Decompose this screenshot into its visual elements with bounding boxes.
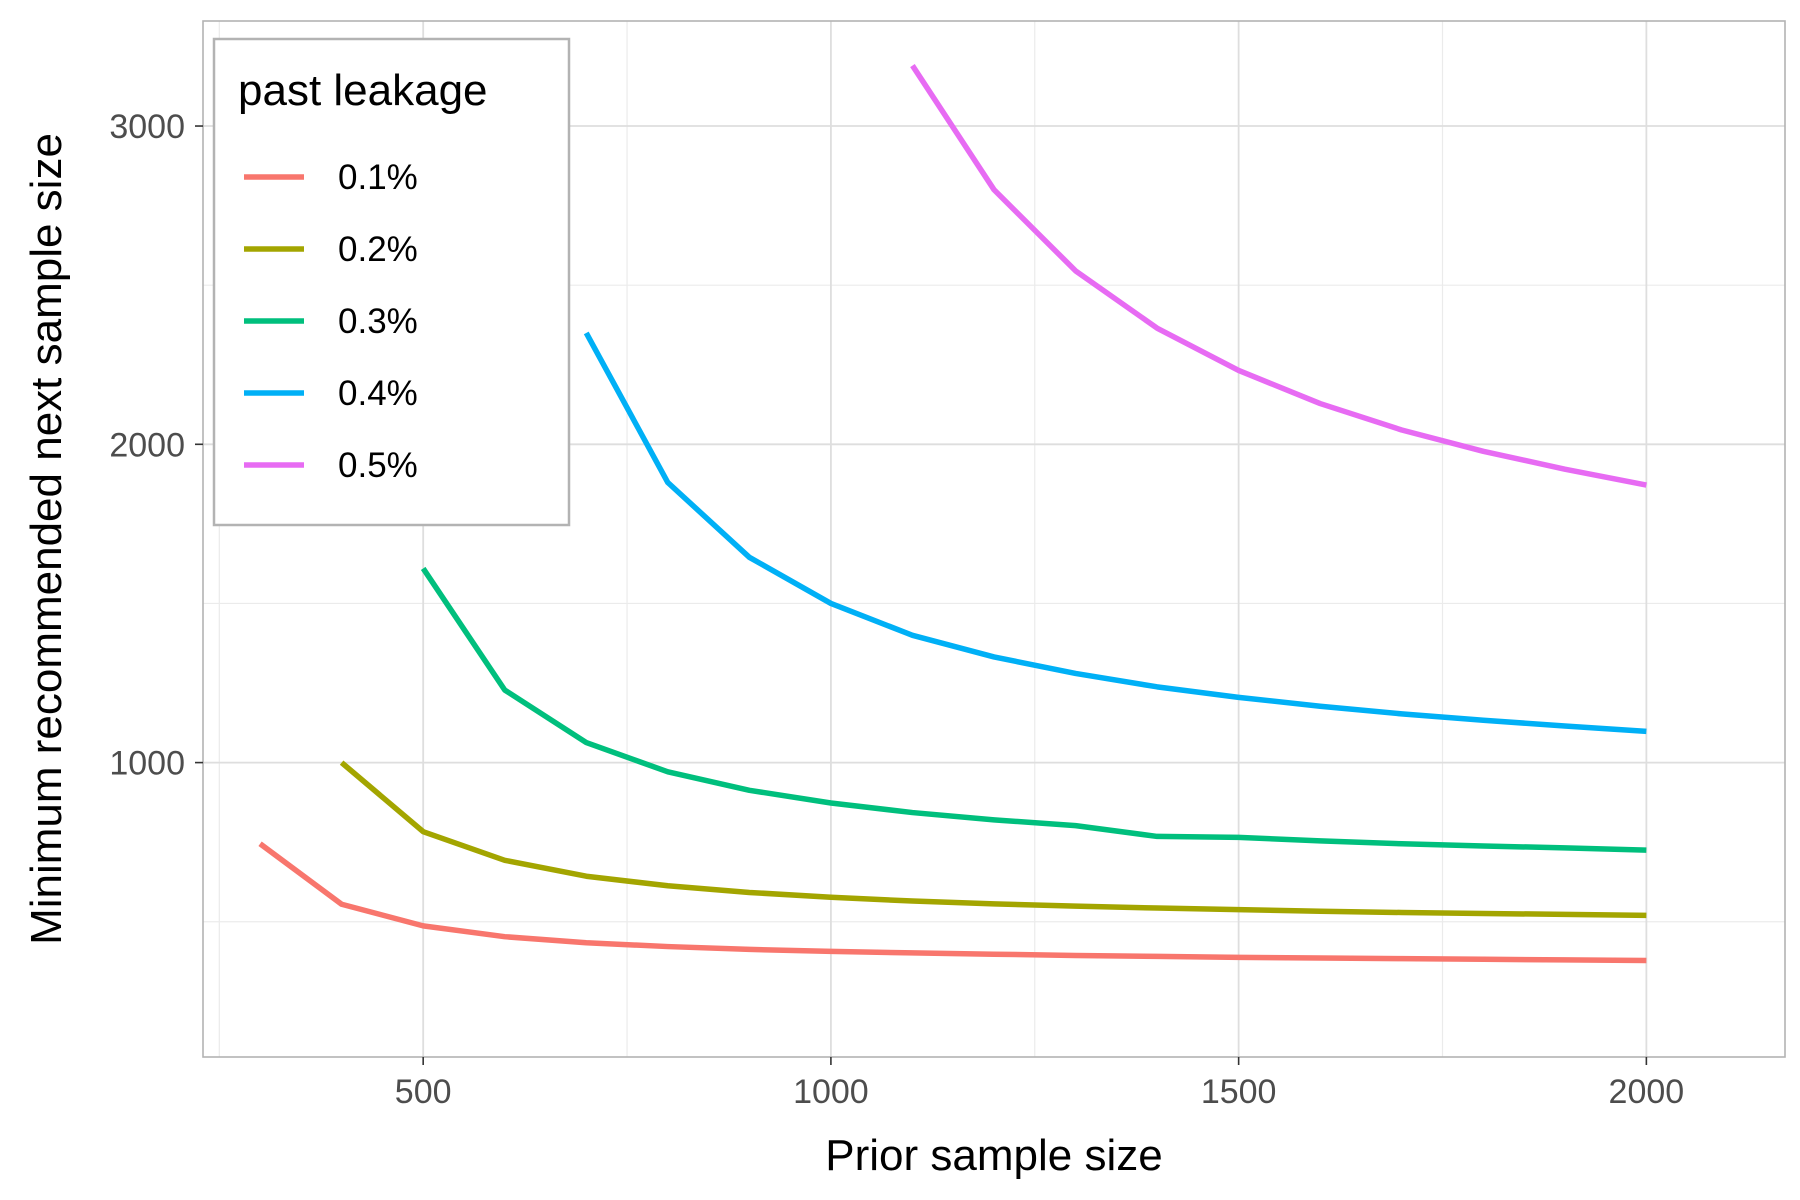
legend-label: 0.2% (338, 230, 418, 269)
y-axis-title: Minimum recommended next sample size (22, 133, 71, 945)
x-axis-title: Prior sample size (825, 1131, 1162, 1180)
y-tick-label: 3000 (109, 108, 185, 146)
legend-title: past leakage (238, 66, 488, 115)
legend-label: 0.5% (338, 446, 418, 485)
legend: past leakage 0.1% 0.2% 0.3% 0.4% 0.5% (212, 37, 571, 527)
x-tick-label: 500 (395, 1073, 452, 1111)
legend-item-4: 0.4% (244, 374, 418, 413)
legend-label: 0.1% (338, 158, 418, 197)
x-tick-label: 1000 (793, 1073, 869, 1111)
legend-item-2: 0.2% (244, 230, 418, 269)
legend-label: 0.3% (338, 302, 418, 341)
y-tick-label: 1000 (109, 745, 185, 783)
series-line-3 (420, 566, 1647, 853)
series-line-2 (339, 760, 1647, 919)
y-tick-label: 2000 (109, 426, 185, 464)
legend-item-3: 0.3% (244, 302, 418, 341)
series-line-1 (258, 841, 1647, 964)
legend-item-5: 0.5% (244, 446, 418, 485)
y-axis: 1000 2000 3000 (109, 108, 203, 783)
plot-panel-border (202, 20, 1786, 1058)
series-lines (258, 64, 1647, 964)
series-line-5 (910, 64, 1647, 488)
legend-item-1: 0.1% (244, 158, 418, 197)
legend-label: 0.4% (338, 374, 418, 413)
legend-box (212, 37, 571, 527)
legend-items: 0.1% 0.2% 0.3% 0.4% 0.5% (244, 158, 418, 485)
x-axis: 500 1000 1500 2000 (395, 1057, 1684, 1111)
series-line-4 (583, 331, 1647, 735)
x-tick-label: 2000 (1609, 1073, 1685, 1111)
x-tick-label: 1500 (1201, 1073, 1277, 1111)
